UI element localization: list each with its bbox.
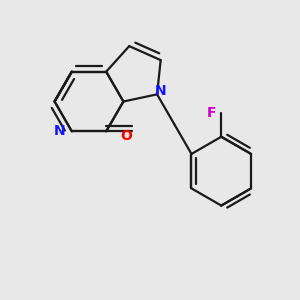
Text: N: N bbox=[154, 84, 166, 98]
Text: O: O bbox=[120, 129, 132, 143]
Text: F: F bbox=[207, 106, 217, 120]
Text: N: N bbox=[53, 124, 65, 138]
